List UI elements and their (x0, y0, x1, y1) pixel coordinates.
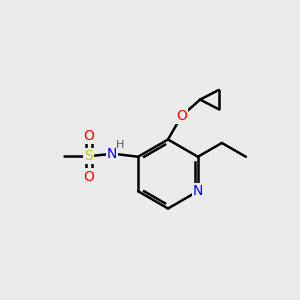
Text: O: O (83, 129, 94, 143)
Text: O: O (176, 109, 187, 123)
Text: O: O (83, 169, 94, 184)
Text: H: H (116, 140, 124, 150)
Text: N: N (193, 184, 203, 198)
Text: N: N (107, 147, 117, 161)
Text: S: S (85, 149, 93, 163)
